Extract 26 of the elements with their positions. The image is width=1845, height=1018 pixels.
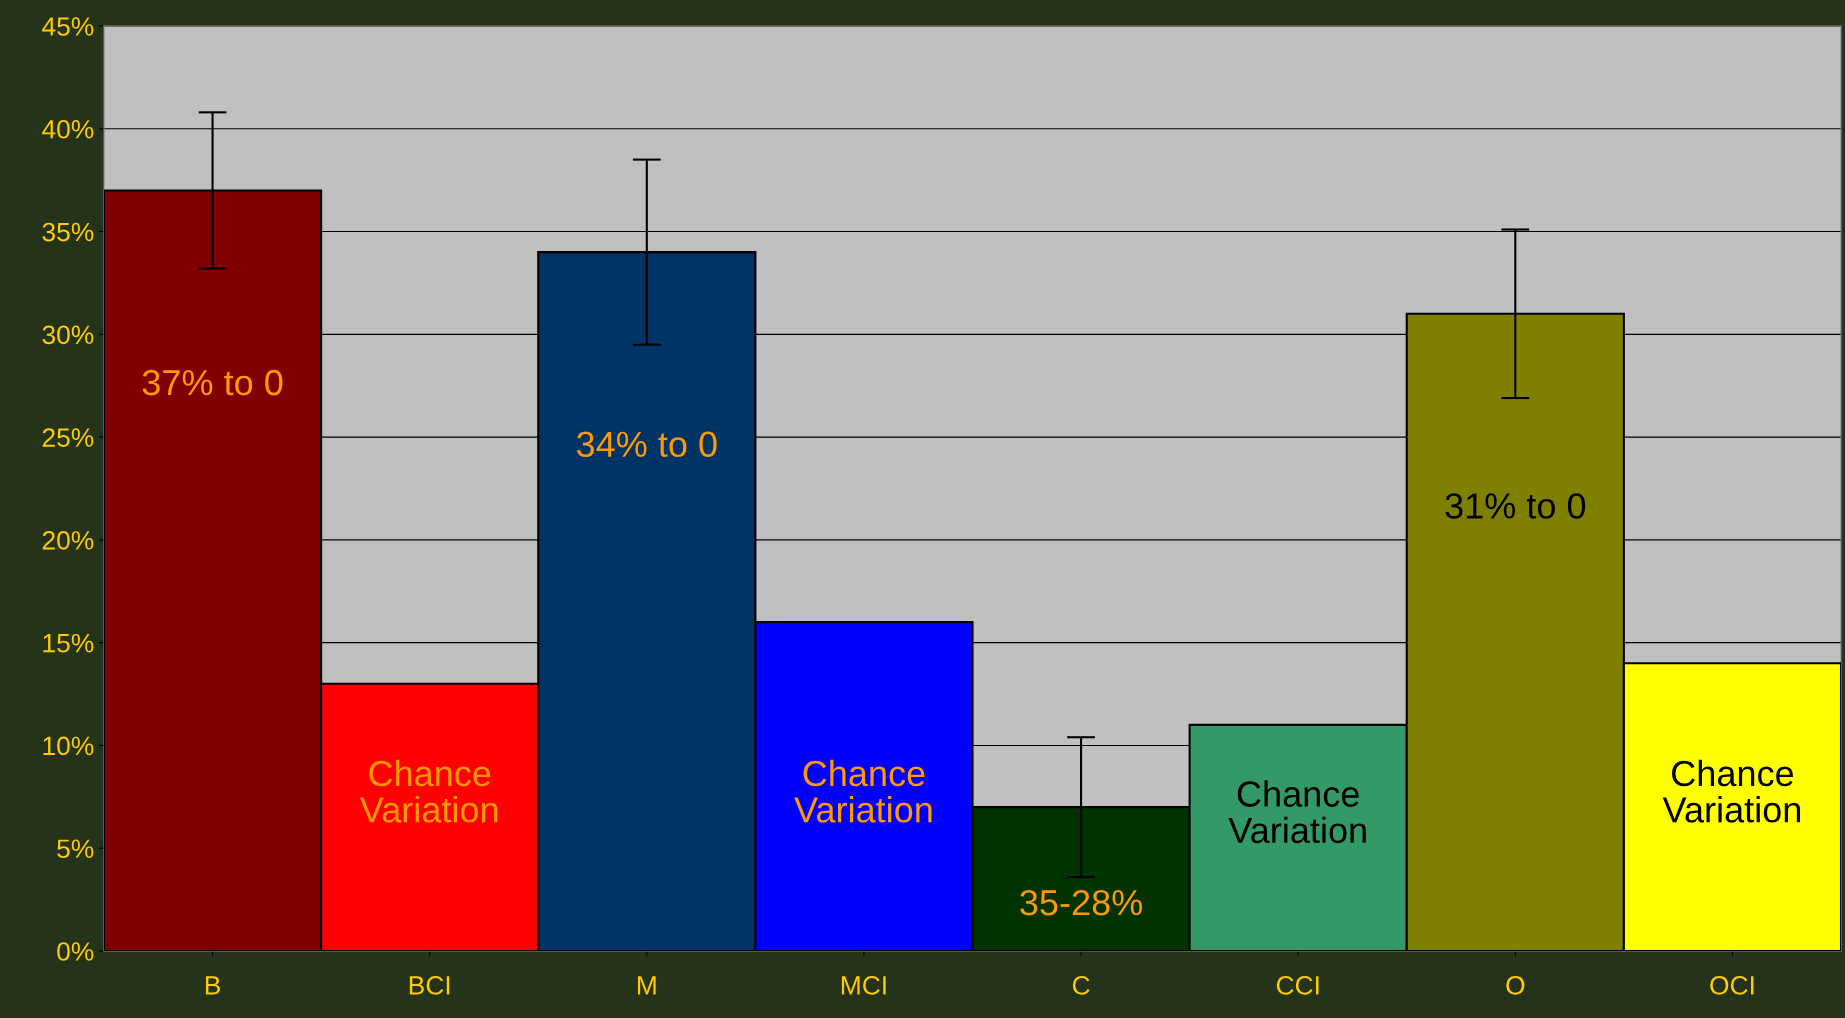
y-tick-label: 5% — [57, 839, 94, 859]
x-tick-label: CCI — [1276, 976, 1319, 995]
y-tick-label: 40% — [42, 119, 94, 139]
y-tick-label: 25% — [42, 428, 94, 447]
annotation: 37% to 0 — [142, 369, 283, 396]
annotation: Chance Variation — [1662, 759, 1801, 823]
x-tick-label: C — [1072, 976, 1090, 995]
y-tick-label: 45% — [42, 17, 94, 36]
x-tick-label: BCI — [409, 976, 450, 995]
y-tick-label: 0% — [57, 942, 94, 961]
annotation: Chance Variation — [794, 759, 932, 823]
annotation: Chance Variation — [359, 759, 498, 823]
x-tick-label: M — [637, 976, 656, 995]
y-tick-label: 15% — [43, 633, 94, 653]
annotation: 34% to 0 — [576, 431, 717, 458]
x-tick-label: O — [1506, 976, 1525, 995]
x-tick-label: OCI — [1710, 976, 1754, 995]
y-tick-label: 35% — [42, 222, 94, 242]
y-tick-label: 20% — [42, 531, 94, 550]
annotation: Chance Variation — [1228, 780, 1366, 844]
annotation: 31% to 0 — [1445, 493, 1586, 519]
y-tick-label: 30% — [42, 325, 94, 345]
y-tick-label: 10% — [43, 736, 94, 756]
x-tick-label: MCI — [841, 976, 886, 995]
annotation: 35-28% — [1020, 889, 1143, 916]
x-tick-label: B — [205, 976, 220, 995]
